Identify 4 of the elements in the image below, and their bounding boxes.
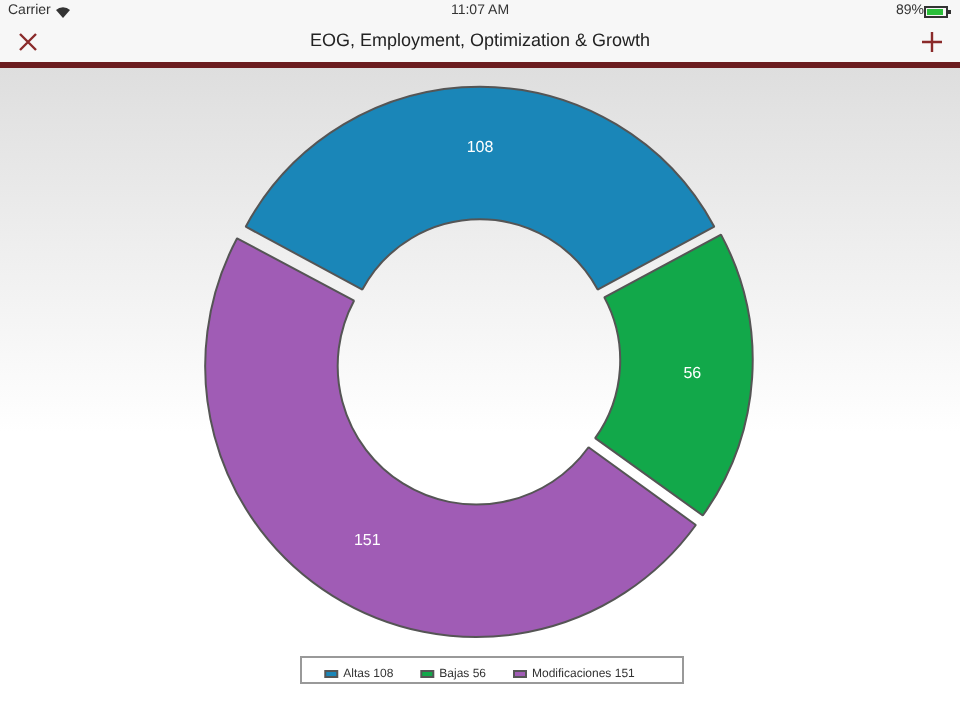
data-label: 151 xyxy=(353,530,382,549)
data-label: 56 xyxy=(683,364,703,383)
chart-title: EOG, Employment, Optimization & Growth xyxy=(307,30,653,50)
data-label: 108 xyxy=(466,137,495,156)
